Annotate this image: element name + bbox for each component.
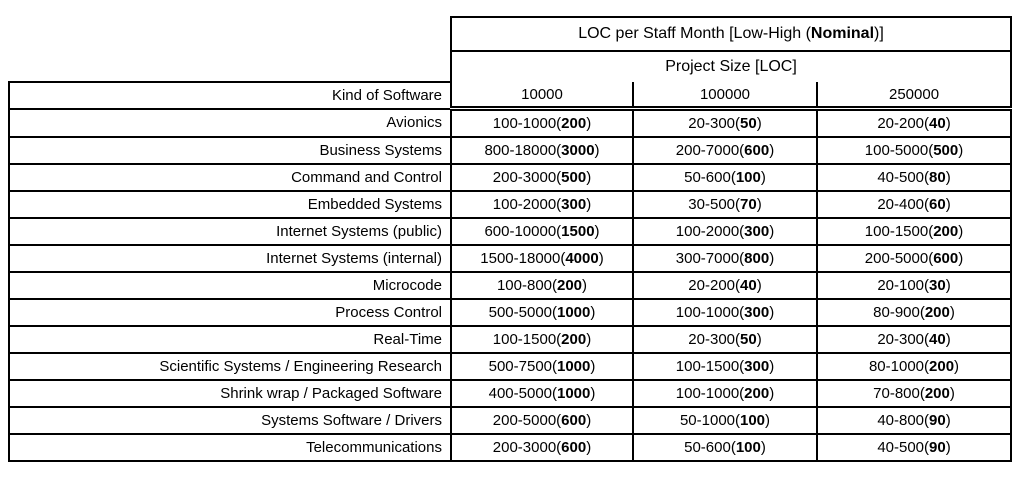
column-header-row: Kind of Software 10000 100000 250000: [8, 81, 1013, 111]
value-cell: 80-900(200): [815, 298, 1013, 327]
kind-cell: Embedded Systems: [8, 190, 452, 219]
value-cell: 100-1500(300): [632, 352, 818, 381]
title-row: LOC per Staff Month [Low-High (Nominal)]: [9, 16, 1013, 52]
value-cell: 100-2000(300): [632, 217, 818, 246]
kind-cell: Telecommunications: [8, 433, 452, 462]
value-cell: 300-7000(800): [632, 244, 818, 273]
blank-corner: [9, 17, 451, 51]
kind-cell: Command and Control: [8, 163, 452, 192]
blank-corner: [9, 51, 451, 82]
project-size-row: Project Size [LOC]: [9, 50, 1013, 82]
table-row: Shrink wrap / Packaged Software 400-5000…: [8, 379, 1013, 408]
value-cell: 40-800(90): [815, 406, 1013, 435]
kind-cell: Business Systems: [8, 136, 452, 165]
kind-cell: Systems Software / Drivers: [8, 406, 452, 435]
title-suffix: )]: [874, 25, 884, 42]
value-cell: 40-500(80): [815, 163, 1013, 192]
value-cell: 100-1000(200): [632, 379, 818, 408]
kind-of-software-header: Kind of Software: [8, 81, 452, 110]
table-row: Process Control 500-5000(1000) 100-1000(…: [8, 298, 1013, 327]
size-header-250000: 250000: [815, 82, 1013, 111]
value-cell: 500-5000(1000): [450, 298, 634, 327]
value-cell: 50-600(100): [632, 433, 818, 462]
value-cell: 100-1000(300): [632, 298, 818, 327]
value-cell: 20-100(30): [815, 271, 1013, 300]
value-cell: 40-500(90): [815, 433, 1013, 462]
value-cell: 200-7000(600): [632, 136, 818, 165]
table-row: Real-Time 100-1500(200) 20-300(50) 20-30…: [8, 325, 1013, 354]
kind-cell: Avionics: [8, 107, 452, 138]
kind-cell: Internet Systems (internal): [8, 244, 452, 273]
kind-cell: Real-Time: [8, 325, 452, 354]
table-row: Microcode 100-800(200) 20-200(40) 20-100…: [8, 271, 1013, 300]
kind-cell: Microcode: [8, 271, 452, 300]
value-cell: 20-400(60): [815, 190, 1013, 219]
kind-cell: Shrink wrap / Packaged Software: [8, 379, 452, 408]
value-cell: 30-500(70): [632, 190, 818, 219]
value-cell: 400-5000(1000): [450, 379, 634, 408]
value-cell: 70-800(200): [815, 379, 1013, 408]
project-size-label: Project Size [LOC]: [449, 50, 1013, 82]
kind-cell: Internet Systems (public): [8, 217, 452, 246]
value-cell: 20-300(40): [815, 325, 1013, 354]
size-header-100000: 100000: [632, 82, 818, 111]
value-cell: 100-800(200): [450, 271, 634, 300]
value-cell: 50-1000(100): [632, 406, 818, 435]
value-cell: 20-200(40): [815, 107, 1013, 138]
value-cell: 100-1500(200): [815, 217, 1013, 246]
value-cell: 200-5000(600): [450, 406, 634, 435]
table-row: Internet Systems (public) 600-10000(1500…: [8, 217, 1013, 246]
kind-cell: Process Control: [8, 298, 452, 327]
table-row: Internet Systems (internal) 1500-18000(4…: [8, 244, 1013, 273]
table-row: Telecommunications 200-3000(600) 50-600(…: [8, 433, 1013, 462]
value-cell: 20-200(40): [632, 271, 818, 300]
table-row: Avionics 100-1000(200) 20-300(50) 20-200…: [8, 107, 1013, 138]
value-cell: 1500-18000(4000): [450, 244, 634, 273]
table-row: Systems Software / Drivers 200-5000(600)…: [8, 406, 1013, 435]
table-row: Scientific Systems / Engineering Researc…: [8, 352, 1013, 381]
table-title: LOC per Staff Month [Low-High (Nominal)]: [449, 16, 1013, 52]
value-cell: 200-5000(600): [815, 244, 1013, 273]
value-cell: 200-3000(600): [450, 433, 634, 462]
value-cell: 20-300(50): [632, 107, 818, 138]
value-cell: 20-300(50): [632, 325, 818, 354]
value-cell: 100-2000(300): [450, 190, 634, 219]
value-cell: 100-1500(200): [450, 325, 634, 354]
value-cell: 80-1000(200): [815, 352, 1013, 381]
value-cell: 100-1000(200): [450, 107, 634, 138]
size-header-10000: 10000: [450, 82, 634, 111]
table-row: Command and Control 200-3000(500) 50-600…: [8, 163, 1013, 192]
table-row: Business Systems 800-18000(3000) 200-700…: [8, 136, 1013, 165]
kind-cell: Scientific Systems / Engineering Researc…: [8, 352, 452, 381]
value-cell: 500-7500(1000): [450, 352, 634, 381]
table-body: Avionics 100-1000(200) 20-300(50) 20-200…: [8, 107, 1013, 462]
title-prefix: LOC per Staff Month [Low-High (: [578, 25, 811, 42]
table-stage: LOC per Staff Month [Low-High (Nominal)]…: [8, 16, 1013, 462]
loc-per-staff-month-table: LOC per Staff Month [Low-High (Nominal)]…: [8, 16, 1013, 462]
value-cell: 800-18000(3000): [450, 136, 634, 165]
value-cell: 100-5000(500): [815, 136, 1013, 165]
table-row: Embedded Systems 100-2000(300) 30-500(70…: [8, 190, 1013, 219]
value-cell: 200-3000(500): [450, 163, 634, 192]
value-cell: 50-600(100): [632, 163, 818, 192]
title-nominal-bold: Nominal: [810, 25, 875, 42]
value-cell: 600-10000(1500): [450, 217, 634, 246]
